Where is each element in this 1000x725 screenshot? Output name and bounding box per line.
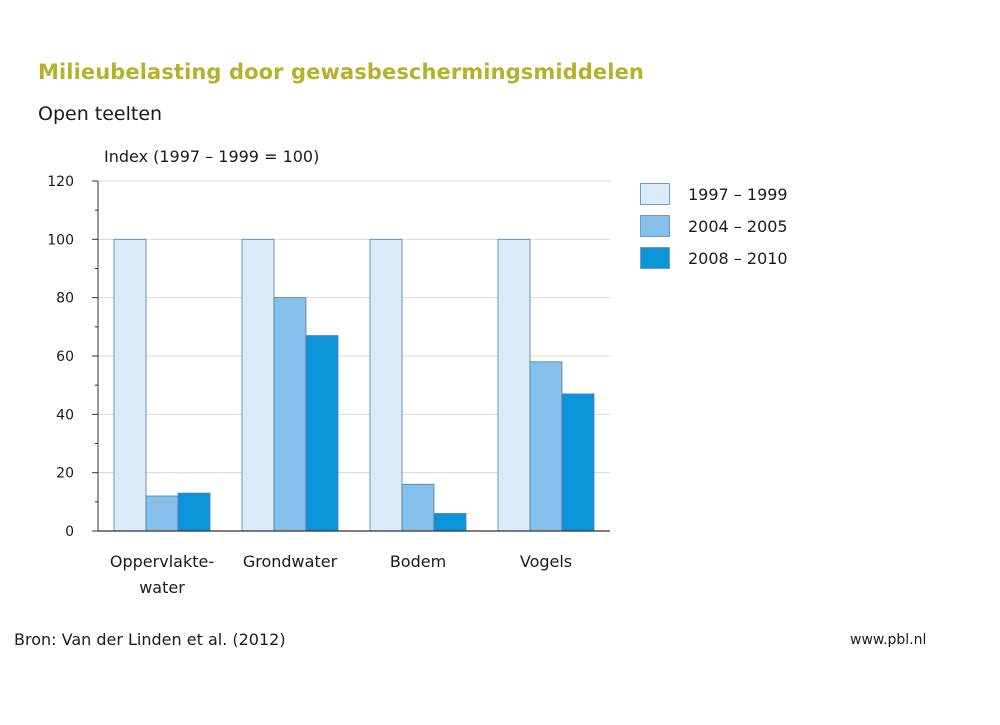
chart-title: Milieubelasting door gewasbeschermingsmi… <box>38 60 644 84</box>
legend-swatch-1997-1999 <box>640 183 670 205</box>
y-tick-label: 20 <box>56 466 74 482</box>
y-tick-label: 40 <box>56 407 74 423</box>
legend-swatch-2008-2010 <box>640 247 670 269</box>
bar-1-2 <box>305 335 339 532</box>
bar-2-1 <box>401 483 435 532</box>
bar-0-2 <box>177 492 211 532</box>
x-category-label: Vogels <box>520 552 572 571</box>
bar-3-0 <box>497 238 531 532</box>
legend-label: 1997 – 1999 <box>688 184 788 204</box>
bar-3-2 <box>561 393 595 532</box>
chart-subtitle: Open teelten <box>38 103 163 125</box>
y-tick-label: 120 <box>47 174 74 190</box>
bar-0-0 <box>113 238 147 532</box>
x-category-label: Bodem <box>390 552 446 571</box>
legend-swatch-2004-2005 <box>640 215 670 237</box>
legend-item-1997-1999: 1997 – 1999 <box>640 178 788 210</box>
legend-label: 2004 – 2005 <box>688 216 788 236</box>
source-note: Bron: Van der Linden et al. (2012) <box>14 630 286 649</box>
chart-legend: 1997 – 1999 2004 – 2005 2008 – 2010 <box>640 178 788 274</box>
legend-item-2008-2010: 2008 – 2010 <box>640 242 788 274</box>
bar-0-1 <box>145 495 179 532</box>
legend-label: 2008 – 2010 <box>688 248 788 268</box>
y-tick-label: 100 <box>47 232 74 248</box>
bar-2-2 <box>433 513 467 532</box>
y-tick-label: 80 <box>56 291 74 307</box>
y-axis-label: Index (1997 – 1999 = 100) <box>104 147 320 166</box>
x-category-label: Oppervlakte- <box>110 552 214 571</box>
legend-item-2004-2005: 2004 – 2005 <box>640 210 788 242</box>
bar-2-0 <box>369 238 403 532</box>
bar-1-0 <box>241 238 275 532</box>
y-tick-label: 60 <box>56 349 74 365</box>
y-tick-label: 0 <box>65 524 74 540</box>
bar-3-1 <box>529 361 563 532</box>
website-link[interactable]: www.pbl.nl <box>850 632 927 648</box>
x-category-label: water <box>139 578 185 597</box>
x-category-label: Grondwater <box>243 552 338 571</box>
bar-1-1 <box>273 297 307 532</box>
